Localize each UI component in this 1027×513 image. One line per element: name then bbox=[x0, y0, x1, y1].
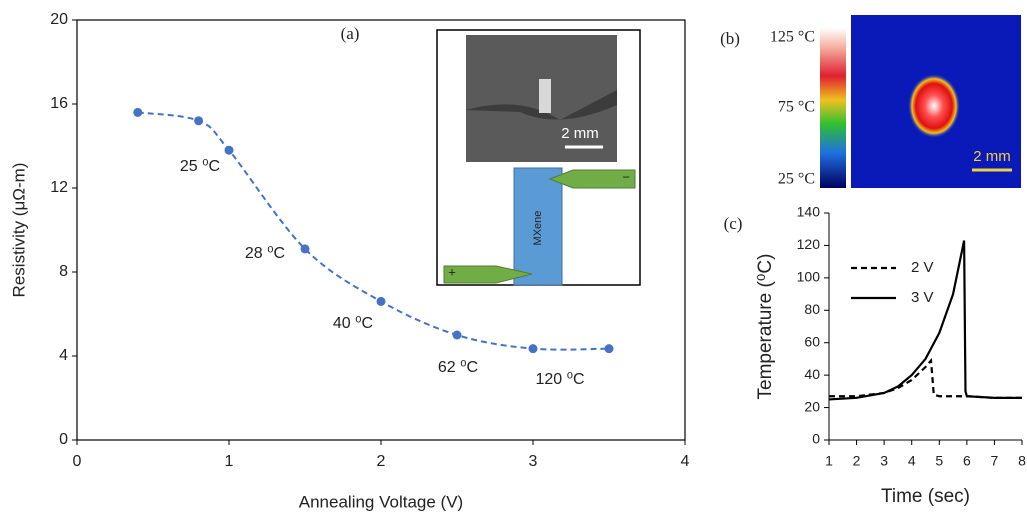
x-axis-label: Annealing Voltage (V) bbox=[299, 492, 463, 511]
data-point bbox=[194, 116, 203, 125]
figure: 2 mm MXene − + (b) 125 °C 75 °C 25 °C 2 … bbox=[0, 0, 1027, 513]
y-tick-label: 40 bbox=[804, 366, 820, 382]
data-point bbox=[225, 146, 234, 155]
y-tick-label: 16 bbox=[50, 95, 68, 112]
annotation: 120 ⁰C bbox=[535, 371, 584, 388]
scale-label: 2 mm bbox=[973, 148, 1011, 165]
x-tick-label: 1 bbox=[225, 453, 234, 470]
y-axis-label: Resistivity (μΩ-m) bbox=[9, 163, 28, 298]
chart-title: (a) bbox=[341, 24, 360, 43]
plus-sign: + bbox=[448, 264, 456, 279]
colorbar bbox=[820, 28, 846, 188]
legend-label: 3 V bbox=[911, 289, 934, 306]
x-tick-label: 3 bbox=[529, 453, 538, 470]
mxene-label: MXene bbox=[532, 211, 544, 246]
x-tick-label: 4 bbox=[681, 453, 690, 470]
page: 2 mm MXene − + (b) 125 °C 75 °C 25 °C 2 … bbox=[0, 0, 1027, 513]
annotation: 62 ⁰C bbox=[438, 359, 478, 376]
panel-b: (b) 125 °C 75 °C 25 °C 2 mm bbox=[720, 15, 1021, 188]
minus-sign: − bbox=[622, 169, 630, 184]
y-tick-label: 80 bbox=[804, 301, 820, 317]
y-axis-label: Temperature (⁰C) bbox=[755, 254, 776, 400]
y-tick-label: 0 bbox=[59, 431, 68, 448]
x-tick-label: 2 bbox=[377, 453, 386, 470]
y-tick-label: 20 bbox=[50, 11, 68, 28]
y-tick-label: 60 bbox=[804, 333, 820, 349]
data-line bbox=[829, 361, 1022, 398]
x-tick-label: 5 bbox=[935, 453, 943, 469]
colorbar-label: 125 °C bbox=[770, 29, 815, 46]
x-tick-label: 4 bbox=[908, 453, 916, 469]
annotation: 28 ⁰C bbox=[245, 245, 285, 262]
y-tick-label: 120 bbox=[797, 236, 821, 252]
y-tick-label: 100 bbox=[797, 269, 821, 285]
annotation: 40 ⁰C bbox=[333, 315, 373, 332]
legend-label: 2 V bbox=[911, 259, 934, 276]
y-tick-label: 0 bbox=[812, 431, 820, 447]
x-tick-label: 0 bbox=[73, 453, 82, 470]
annotation: 25 ⁰C bbox=[180, 158, 220, 175]
inset-scale-label: 2 mm bbox=[561, 125, 599, 142]
y-tick-label: 140 bbox=[797, 204, 821, 220]
data-point bbox=[453, 331, 462, 340]
data-point bbox=[605, 344, 614, 353]
colorbar-label: 75 °C bbox=[778, 99, 815, 116]
x-tick-label: 1 bbox=[825, 453, 833, 469]
x-tick-label: 8 bbox=[1018, 453, 1026, 469]
colorbar-label: 25 °C bbox=[778, 171, 815, 188]
x-tick-label: 2 bbox=[853, 453, 861, 469]
x-tick-label: 7 bbox=[991, 453, 999, 469]
y-tick-label: 8 bbox=[59, 263, 68, 280]
chart-title: (c) bbox=[724, 214, 743, 233]
y-tick-label: 4 bbox=[59, 347, 68, 364]
data-point bbox=[133, 108, 142, 117]
hot-spot bbox=[908, 74, 960, 138]
data-point bbox=[529, 344, 538, 353]
y-tick-label: 20 bbox=[804, 398, 820, 414]
inset-sample bbox=[539, 79, 551, 113]
y-tick-label: 12 bbox=[50, 179, 68, 196]
x-axis-label: Time (sec) bbox=[881, 486, 970, 507]
x-tick-label: 6 bbox=[963, 453, 971, 469]
data-point bbox=[301, 244, 310, 253]
inset: 2 mm MXene − + bbox=[437, 30, 640, 285]
data-point bbox=[377, 297, 386, 306]
panel-label: (b) bbox=[720, 29, 740, 48]
x-tick-label: 3 bbox=[880, 453, 888, 469]
